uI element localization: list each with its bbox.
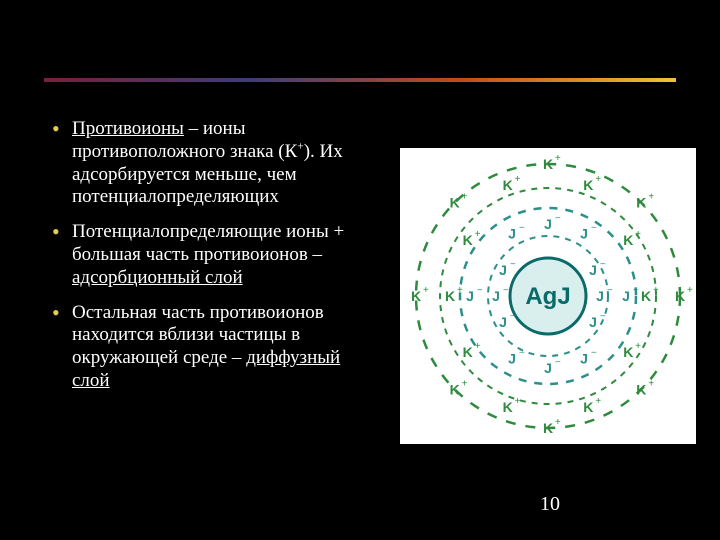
svg-text:+: +: [515, 174, 521, 185]
svg-text:−: −: [591, 223, 597, 234]
page-number: 10: [540, 493, 560, 516]
svg-text:K: K: [583, 399, 593, 415]
svg-text:+: +: [648, 192, 654, 203]
svg-text:+: +: [595, 174, 601, 185]
svg-text:K: K: [463, 232, 473, 248]
svg-text:+: +: [475, 341, 481, 352]
svg-text:K: K: [583, 177, 593, 193]
svg-text:+: +: [515, 396, 521, 407]
svg-text:+: +: [462, 378, 468, 389]
svg-text:+: +: [653, 285, 659, 296]
svg-text:J: J: [589, 262, 597, 278]
svg-text:K: K: [445, 288, 455, 304]
svg-text:+: +: [635, 229, 641, 240]
svg-text:−: −: [591, 347, 597, 358]
svg-text:K: K: [503, 399, 513, 415]
svg-text:−: −: [519, 223, 525, 234]
svg-text:K: K: [636, 381, 646, 397]
svg-text:J: J: [508, 350, 516, 366]
svg-text:+: +: [595, 396, 601, 407]
bullet-item: Потенциалопределяющие ионы + большая час…: [48, 221, 378, 289]
svg-text:−: −: [503, 285, 509, 296]
svg-text:J: J: [596, 288, 604, 304]
svg-text:J: J: [580, 350, 588, 366]
svg-text:−: −: [555, 213, 561, 224]
svg-text:−: −: [510, 259, 516, 270]
svg-text:K: K: [411, 288, 421, 304]
svg-text:K: K: [463, 344, 473, 360]
gradient-bar: [44, 78, 676, 82]
svg-text:J: J: [544, 216, 552, 232]
svg-text:−: −: [600, 311, 606, 322]
svg-text:J: J: [544, 360, 552, 376]
svg-text:+: +: [648, 378, 654, 389]
svg-text:+: +: [555, 153, 561, 164]
svg-text:K: K: [543, 420, 553, 436]
svg-text:K: K: [450, 381, 460, 397]
text-content: Противоионы – ионы противоположного знак…: [48, 118, 378, 405]
svg-text:−: −: [600, 259, 606, 270]
svg-text:+: +: [457, 285, 463, 296]
svg-text:−: −: [633, 285, 639, 296]
svg-text:J: J: [466, 288, 474, 304]
bullet-item: Противоионы – ионы противоположного знак…: [48, 118, 378, 209]
svg-text:+: +: [462, 192, 468, 203]
svg-text:−: −: [555, 357, 561, 368]
svg-text:K: K: [675, 288, 685, 304]
svg-text:J: J: [499, 314, 507, 330]
svg-text:−: −: [477, 285, 483, 296]
svg-text:+: +: [423, 285, 429, 296]
svg-text:−: −: [607, 285, 613, 296]
svg-text:J: J: [492, 288, 500, 304]
svg-text:+: +: [687, 285, 693, 296]
bullet-item: Остальная часть противоионов находится в…: [48, 302, 378, 393]
micelle-diagram: AgJJ−J−J−J−J−J−J−J−J−J−J−J−J−J−K+K+K+K+K…: [400, 148, 696, 444]
svg-text:J: J: [508, 226, 516, 242]
svg-text:K: K: [623, 344, 633, 360]
svg-text:K: K: [623, 232, 633, 248]
svg-text:J: J: [499, 262, 507, 278]
svg-text:J: J: [622, 288, 630, 304]
svg-text:−: −: [519, 347, 525, 358]
bullet-list: Противоионы – ионы противоположного знак…: [48, 118, 378, 393]
svg-text:AgJ: AgJ: [525, 283, 570, 310]
slide: Противоионы – ионы противоположного знак…: [0, 0, 720, 540]
svg-text:+: +: [475, 229, 481, 240]
svg-text:−: −: [510, 311, 516, 322]
svg-text:K: K: [450, 195, 460, 211]
svg-text:K: K: [636, 195, 646, 211]
svg-text:+: +: [635, 341, 641, 352]
svg-text:J: J: [580, 226, 588, 242]
svg-text:K: K: [641, 288, 651, 304]
svg-text:J: J: [589, 314, 597, 330]
svg-text:+: +: [555, 417, 561, 428]
svg-text:K: K: [503, 177, 513, 193]
svg-text:K: K: [543, 156, 553, 172]
